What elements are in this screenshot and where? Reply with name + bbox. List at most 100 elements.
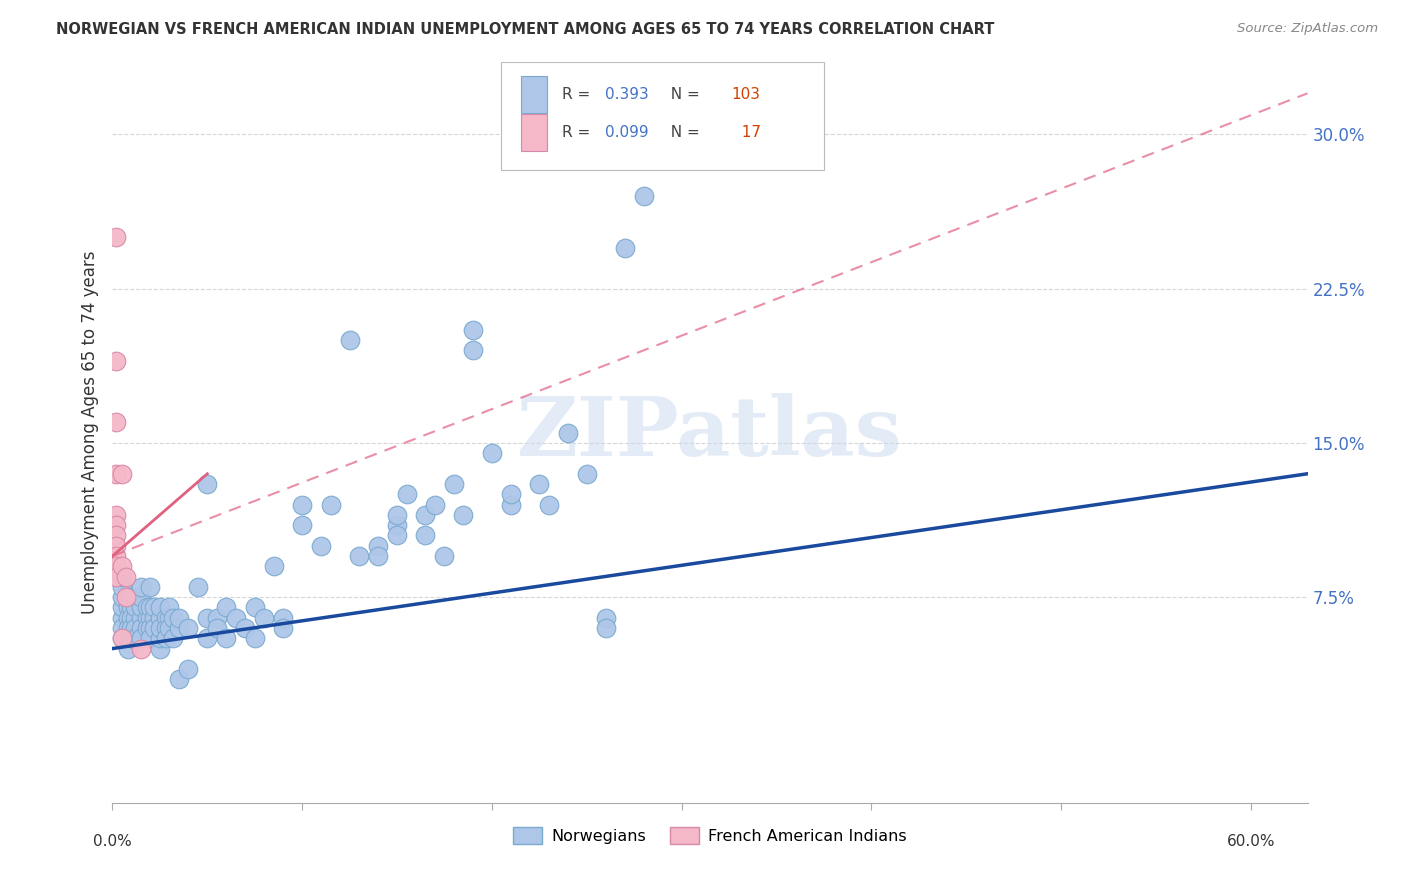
Text: ZIPatlas: ZIPatlas <box>517 392 903 473</box>
Point <box>114 569 136 583</box>
Point <box>339 333 361 347</box>
Point <box>243 632 266 646</box>
Point <box>105 549 128 563</box>
Point <box>271 621 294 635</box>
Point <box>233 621 256 635</box>
Point <box>461 343 484 358</box>
Point <box>129 641 152 656</box>
Point <box>120 611 142 625</box>
Point <box>167 621 190 635</box>
Point <box>499 487 522 501</box>
Point <box>124 621 146 635</box>
Point <box>205 621 228 635</box>
Point <box>167 611 190 625</box>
Text: N =: N = <box>661 125 704 140</box>
Point <box>111 632 134 646</box>
Point <box>111 559 134 574</box>
Point <box>595 621 617 635</box>
Point <box>595 611 617 625</box>
Point <box>120 621 142 635</box>
Point <box>633 189 655 203</box>
Point <box>157 621 180 635</box>
Point <box>195 632 218 646</box>
Point <box>139 632 162 646</box>
Point <box>105 415 128 429</box>
Point <box>129 632 152 646</box>
Point <box>135 600 157 615</box>
Point <box>557 425 579 440</box>
Point <box>111 600 134 615</box>
Point <box>135 621 157 635</box>
Text: N =: N = <box>661 87 704 102</box>
Point <box>155 632 177 646</box>
Point <box>111 580 134 594</box>
Text: R =: R = <box>562 87 595 102</box>
Point <box>319 498 342 512</box>
Point <box>105 569 128 583</box>
Point <box>187 580 209 594</box>
Text: 0.393: 0.393 <box>605 87 648 102</box>
Point <box>114 590 136 604</box>
Point <box>143 611 166 625</box>
Point <box>139 600 162 615</box>
Point <box>124 600 146 615</box>
Point <box>243 600 266 615</box>
Point <box>105 508 128 522</box>
Point <box>177 662 200 676</box>
Point <box>149 641 172 656</box>
Point <box>177 621 200 635</box>
Y-axis label: Unemployment Among Ages 65 to 74 years: Unemployment Among Ages 65 to 74 years <box>80 251 98 615</box>
Point <box>111 632 134 646</box>
Point <box>117 600 139 615</box>
Point <box>367 549 389 563</box>
Point <box>291 498 314 512</box>
Point <box>415 528 437 542</box>
Point <box>205 611 228 625</box>
Text: 0.0%: 0.0% <box>93 834 132 848</box>
Point <box>120 632 142 646</box>
Point <box>215 600 238 615</box>
Point <box>143 621 166 635</box>
Point <box>575 467 598 481</box>
Point <box>149 600 172 615</box>
Point <box>271 611 294 625</box>
Point <box>481 446 503 460</box>
Point <box>443 477 465 491</box>
Point <box>129 590 152 604</box>
Text: 17: 17 <box>731 125 761 140</box>
FancyBboxPatch shape <box>522 114 547 152</box>
Point <box>149 611 172 625</box>
Point <box>385 528 408 542</box>
Text: 0.099: 0.099 <box>605 125 648 140</box>
Point <box>155 611 177 625</box>
Point <box>385 518 408 533</box>
Point <box>529 477 551 491</box>
Point <box>124 611 146 625</box>
Point <box>129 621 152 635</box>
Point <box>423 498 446 512</box>
Point <box>433 549 456 563</box>
Point <box>105 353 128 368</box>
Point <box>139 611 162 625</box>
Point <box>461 323 484 337</box>
Text: NORWEGIAN VS FRENCH AMERICAN INDIAN UNEMPLOYMENT AMONG AGES 65 TO 74 YEARS CORRE: NORWEGIAN VS FRENCH AMERICAN INDIAN UNEM… <box>56 22 994 37</box>
FancyBboxPatch shape <box>522 76 547 112</box>
Text: R =: R = <box>562 125 595 140</box>
Text: Source: ZipAtlas.com: Source: ZipAtlas.com <box>1237 22 1378 36</box>
Point <box>120 600 142 615</box>
Point <box>253 611 276 625</box>
Point <box>111 569 134 583</box>
Point <box>367 539 389 553</box>
Point <box>309 539 332 553</box>
Point <box>139 580 162 594</box>
Point <box>111 590 134 604</box>
Point <box>124 632 146 646</box>
Point <box>162 632 184 646</box>
Text: 60.0%: 60.0% <box>1226 834 1275 848</box>
Point <box>105 518 128 533</box>
FancyBboxPatch shape <box>501 62 824 169</box>
Point <box>143 600 166 615</box>
Point <box>135 611 157 625</box>
Point <box>291 518 314 533</box>
Point <box>111 621 134 635</box>
